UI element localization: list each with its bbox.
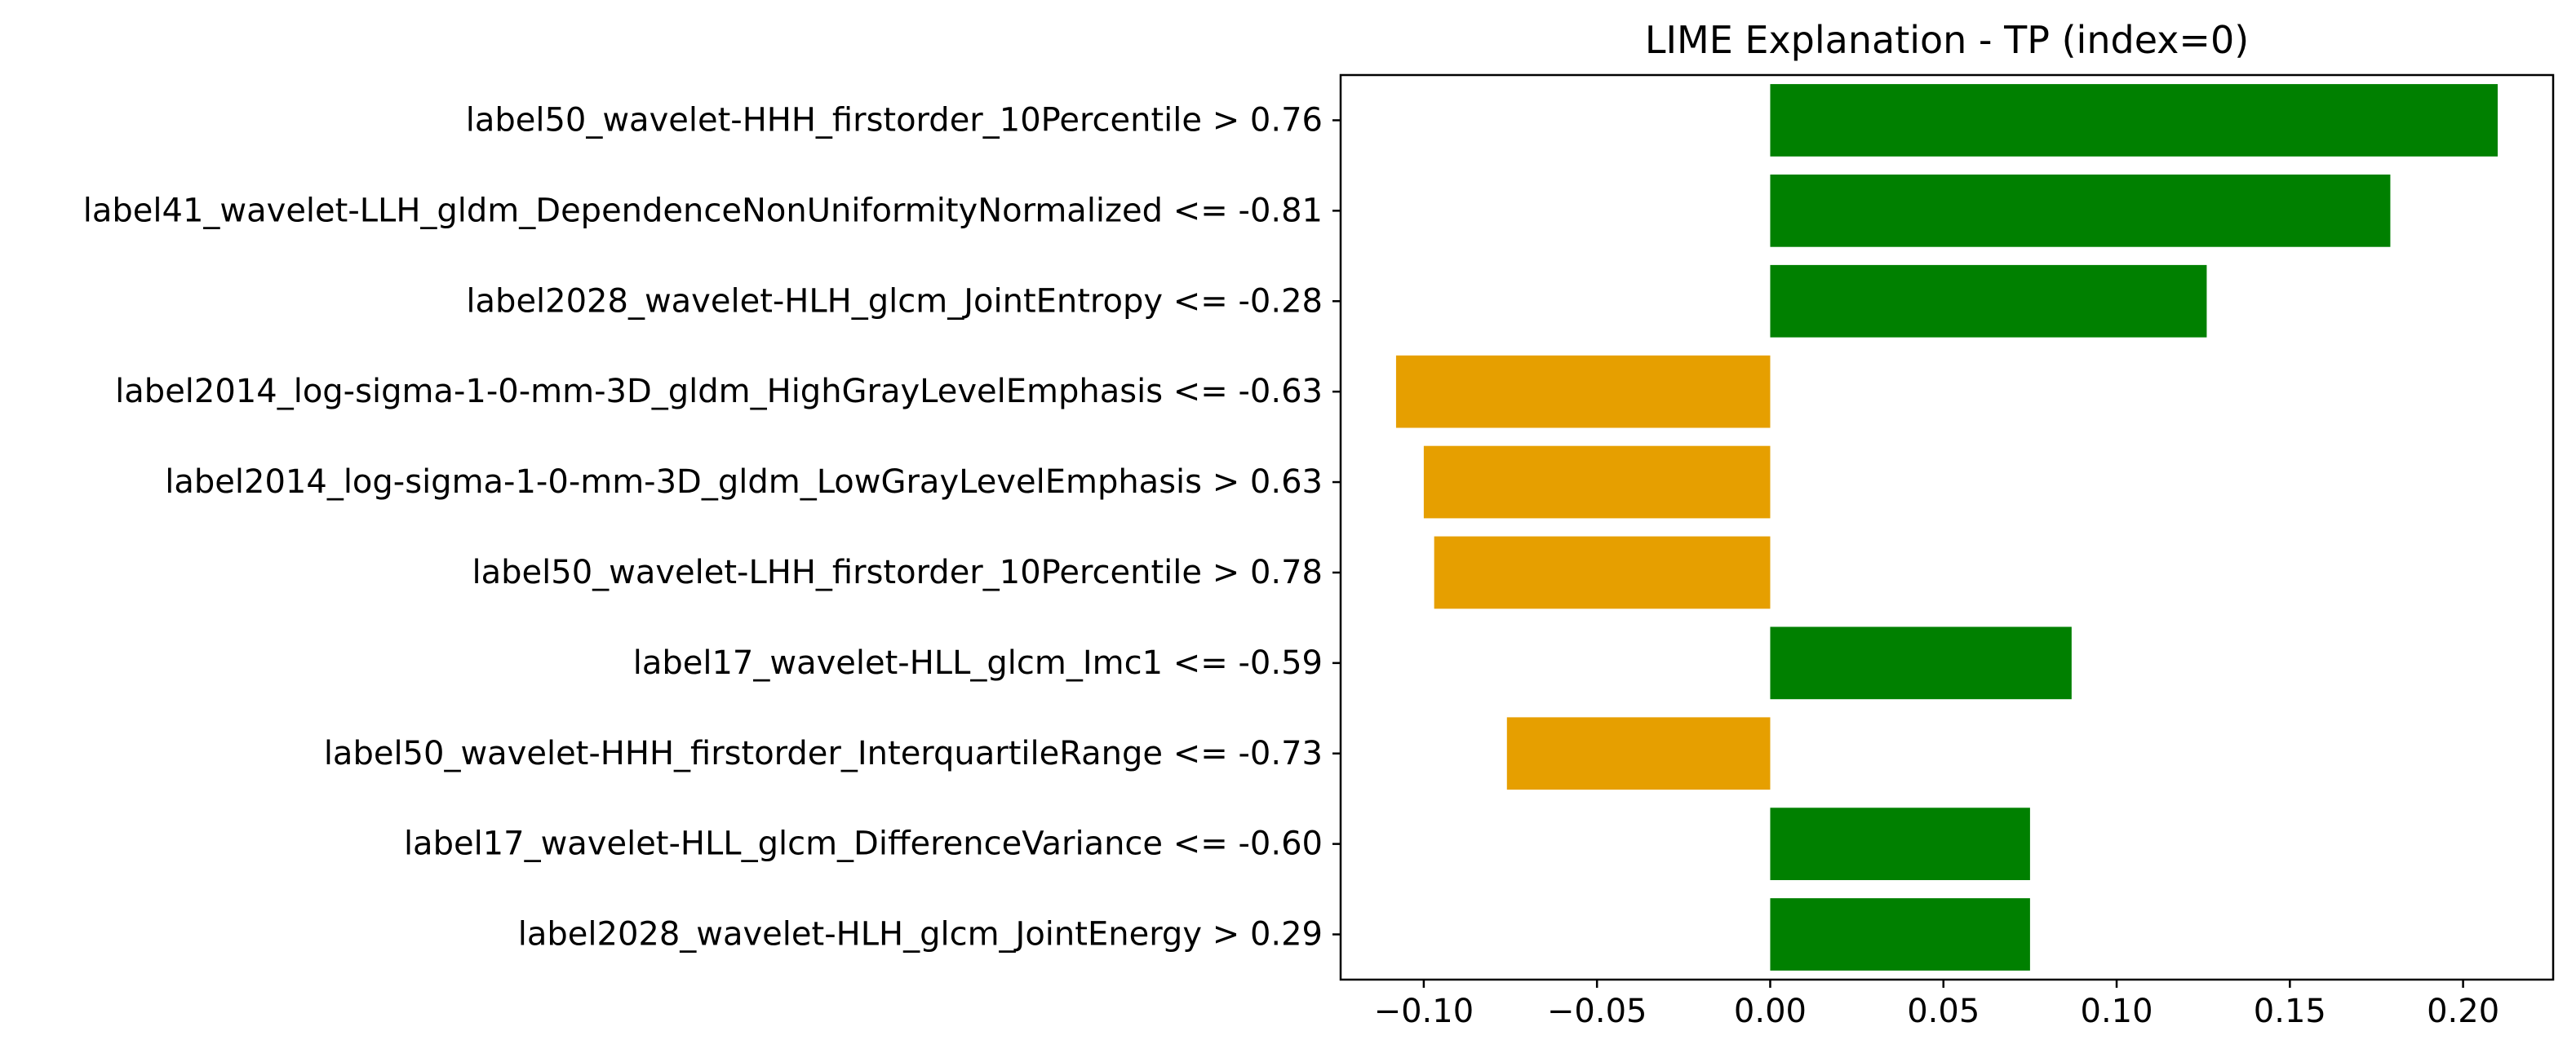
bar-0 [1770, 84, 2498, 157]
y-tick-label-8: label17_wavelet-HLL_glcm_DifferenceVaria… [404, 825, 1323, 863]
bar-9 [1770, 898, 2030, 971]
x-tick-label-0: −0.10 [1374, 993, 1474, 1030]
y-tick-label-5: label50_wavelet-LHH_firstorder_10Percent… [472, 554, 1323, 591]
bar-6 [1770, 626, 2072, 700]
x-tick-label-6: 0.20 [2427, 993, 2499, 1030]
axes-frame [1339, 73, 2555, 981]
y-tick-label-4: label2014_log-sigma-1-0-mm-3D_gldm_LowGr… [165, 463, 1323, 501]
x-tick-label-3: 0.05 [1907, 993, 1980, 1030]
x-tick-label-4: 0.10 [2081, 993, 2153, 1030]
y-tick-label-1: label41_wavelet-LLH_gldm_DependenceNonUn… [83, 192, 1323, 229]
chart-title: LIME Explanation - TP (index=0) [1645, 18, 2249, 62]
bar-8 [1770, 808, 2030, 881]
x-tick-label-2: 0.00 [1734, 993, 1807, 1030]
bar-3 [1395, 355, 1771, 428]
y-tick-label-2: label2028_wavelet-HLH_glcm_JointEntropy … [466, 282, 1323, 320]
bar-7 [1506, 717, 1771, 790]
x-axis-ticks: −0.10 −0.05 0.00 0.05 0.10 0.15 0.20 [1374, 980, 2499, 1030]
y-tick-label-7: label50_wavelet-HHH_firstorder_Interquar… [324, 735, 1323, 772]
bars-layer [1395, 84, 2498, 971]
bar-1 [1770, 174, 2391, 247]
x-tick-label-5: 0.15 [2254, 993, 2326, 1030]
y-tick-label-3: label2014_log-sigma-1-0-mm-3D_gldm_HighG… [115, 373, 1323, 410]
y-tick-label-9: label2028_wavelet-HLH_glcm_JointEnergy >… [518, 916, 1323, 954]
bar-5 [1434, 536, 1771, 609]
bar-2 [1770, 264, 2207, 338]
y-tick-label-6: label17_wavelet-HLL_glcm_Imc1 <= -0.59 [633, 644, 1323, 682]
y-tick-label-0: label50_wavelet-HHH_firstorder_10Percent… [466, 101, 1323, 139]
x-tick-label-1: −0.05 [1547, 993, 1647, 1030]
y-tick-labels: label50_wavelet-HHH_firstorder_10Percent… [83, 101, 1341, 954]
bar-4 [1423, 445, 1771, 519]
